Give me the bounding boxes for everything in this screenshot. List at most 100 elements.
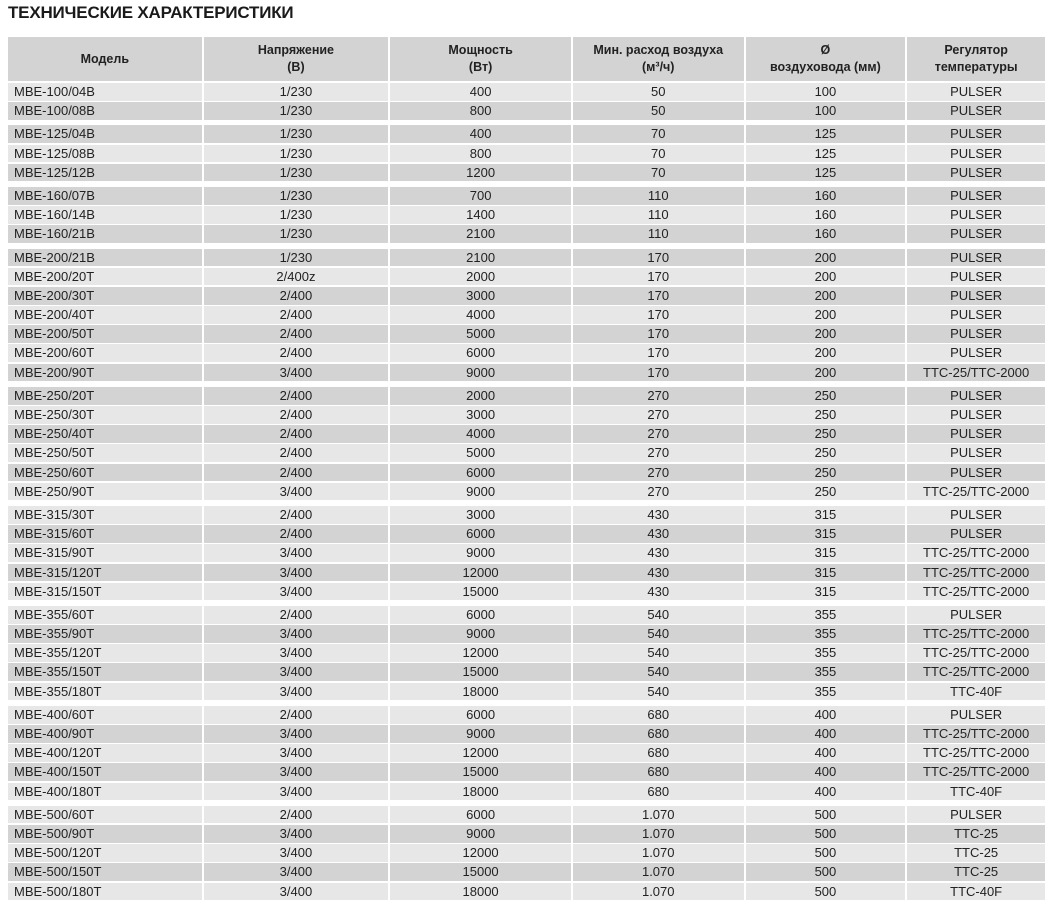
cell-airflow: 110 <box>572 225 744 243</box>
table-row: MBE-160/14B 1/230 1400 110 160 PULSER <box>8 206 1045 224</box>
cell-power: 18000 <box>390 782 571 801</box>
cell-airflow: 680 <box>572 725 744 743</box>
cell-airflow: 170 <box>572 363 744 382</box>
cell-power: 12000 <box>390 563 571 582</box>
cell-regulator: PULSER <box>907 805 1045 824</box>
cell-airflow: 270 <box>572 386 744 405</box>
cell-model: MBE-250/60T <box>8 463 202 482</box>
cell-airflow: 680 <box>572 763 744 782</box>
cell-duct: 250 <box>745 386 906 405</box>
cell-power: 18000 <box>390 882 571 901</box>
header-voltage-label: Напряжение <box>257 43 335 57</box>
cell-regulator: TTC-25/TTC-2000 <box>907 744 1045 762</box>
cell-regulator: TTC-25/TTC-2000 <box>907 563 1045 582</box>
cell-model: MBE-355/60T <box>8 605 202 624</box>
cell-airflow: 680 <box>572 705 744 724</box>
cell-duct: 160 <box>745 206 906 224</box>
cell-regulator: PULSER <box>907 344 1045 363</box>
cell-power: 9000 <box>390 544 571 562</box>
cell-duct: 315 <box>745 563 906 582</box>
header-voltage: Напряжение (В) <box>203 37 389 81</box>
cell-duct: 125 <box>745 125 906 144</box>
cell-airflow: 1.070 <box>572 863 744 881</box>
cell-duct: 200 <box>745 267 906 286</box>
cell-voltage: 2/400 <box>203 605 389 624</box>
cell-duct: 250 <box>745 444 906 463</box>
cell-airflow: 540 <box>572 663 744 682</box>
cell-regulator: PULSER <box>907 425 1045 443</box>
table-row: MBE-160/07B 1/230 700 110 160 PULSER <box>8 186 1045 205</box>
cell-duct: 400 <box>745 782 906 801</box>
table-body: MBE-100/04B 1/230 400 50 100 PULSER MBE-100/08… <box>8 83 1045 901</box>
cell-regulator: TTC-25/TTC-2000 <box>907 363 1045 382</box>
cell-voltage: 3/400 <box>203 663 389 682</box>
cell-model: MBE-125/04B <box>8 125 202 144</box>
table-row: MBE-100/04B 1/230 400 50 100 PULSER <box>8 83 1045 101</box>
cell-regulator: TTC-25/TTC-2000 <box>907 544 1045 562</box>
cell-airflow: 170 <box>572 306 744 324</box>
cell-voltage: 2/400 <box>203 286 389 305</box>
table-row: MBE-500/150T 3/400 15000 1.070 500 TTC-25 <box>8 863 1045 881</box>
header-model: Модель <box>8 37 202 81</box>
table-row: MBE-315/150T 3/400 15000 430 315 TTC-25/TTC-2… <box>8 582 1045 601</box>
cell-voltage: 2/400 <box>203 444 389 463</box>
cell-voltage: 2/400 <box>203 306 389 324</box>
cell-regulator: TTC-25/TTC-2000 <box>907 663 1045 682</box>
cell-regulator: PULSER <box>907 406 1045 424</box>
table-row: MBE-250/40T 2/400 4000 270 250 PULSER <box>8 425 1045 443</box>
cell-power: 15000 <box>390 763 571 782</box>
cell-regulator: TTC-25 <box>907 863 1045 881</box>
cell-voltage: 3/400 <box>203 563 389 582</box>
cell-model: MBE-355/150T <box>8 663 202 682</box>
cell-power: 1400 <box>390 206 571 224</box>
cell-regulator: PULSER <box>907 267 1045 286</box>
header-power-unit: (Вт) <box>468 60 493 74</box>
cell-airflow: 1.070 <box>572 805 744 824</box>
cell-model: MBE-400/60T <box>8 705 202 724</box>
cell-voltage: 2/400 <box>203 505 389 524</box>
cell-model: MBE-100/04B <box>8 83 202 101</box>
cell-airflow: 50 <box>572 102 744 120</box>
cell-power: 12000 <box>390 744 571 762</box>
cell-model: MBE-125/08B <box>8 144 202 163</box>
cell-model: MBE-250/50T <box>8 444 202 463</box>
cell-regulator: PULSER <box>907 463 1045 482</box>
cell-duct: 100 <box>745 102 906 120</box>
cell-airflow: 270 <box>572 463 744 482</box>
cell-duct: 200 <box>745 344 906 363</box>
page-title: ТЕХНИЧЕСКИЕ ХАРАКТЕРИСТИКИ <box>8 3 294 22</box>
cell-duct: 400 <box>745 744 906 762</box>
cell-airflow: 170 <box>572 248 744 267</box>
cell-duct: 400 <box>745 725 906 743</box>
cell-power: 2000 <box>390 267 571 286</box>
cell-duct: 400 <box>745 705 906 724</box>
table-row: MBE-250/20T 2/400 2000 270 250 PULSER <box>8 386 1045 405</box>
cell-regulator: PULSER <box>907 163 1045 182</box>
cell-power: 9000 <box>390 363 571 382</box>
cell-model: MBE-250/30T <box>8 406 202 424</box>
cell-duct: 160 <box>745 186 906 205</box>
cell-power: 2100 <box>390 248 571 267</box>
table-row: MBE-250/60T 2/400 6000 270 250 PULSER <box>8 463 1045 482</box>
cell-voltage: 2/400 <box>203 406 389 424</box>
table-header: Модель Напряжение (В) Мощность (Вт) Мин. р… <box>8 37 1045 81</box>
table-row: MBE-125/12B 1/230 1200 70 125 PULSER <box>8 163 1045 182</box>
cell-voltage: 1/230 <box>203 248 389 267</box>
cell-voltage: 3/400 <box>203 363 389 382</box>
cell-model: MBE-200/21B <box>8 248 202 267</box>
cell-model: MBE-250/90T <box>8 482 202 501</box>
cell-airflow: 170 <box>572 267 744 286</box>
cell-model: MBE-200/60T <box>8 344 202 363</box>
cell-airflow: 540 <box>572 605 744 624</box>
cell-voltage: 3/400 <box>203 744 389 762</box>
cell-power: 15000 <box>390 663 571 682</box>
cell-regulator: PULSER <box>907 125 1045 144</box>
table-row: MBE-355/120T 3/400 12000 540 355 TTC-25/TTC-2… <box>8 644 1045 662</box>
table-row: MBE-200/20T 2/400z 2000 170 200 PULSER <box>8 267 1045 286</box>
cell-duct: 355 <box>745 682 906 701</box>
cell-power: 9000 <box>390 725 571 743</box>
cell-model: MBE-160/21B <box>8 225 202 243</box>
cell-power: 6000 <box>390 463 571 482</box>
cell-voltage: 3/400 <box>203 844 389 862</box>
table-row: MBE-250/30T 2/400 3000 270 250 PULSER <box>8 406 1045 424</box>
